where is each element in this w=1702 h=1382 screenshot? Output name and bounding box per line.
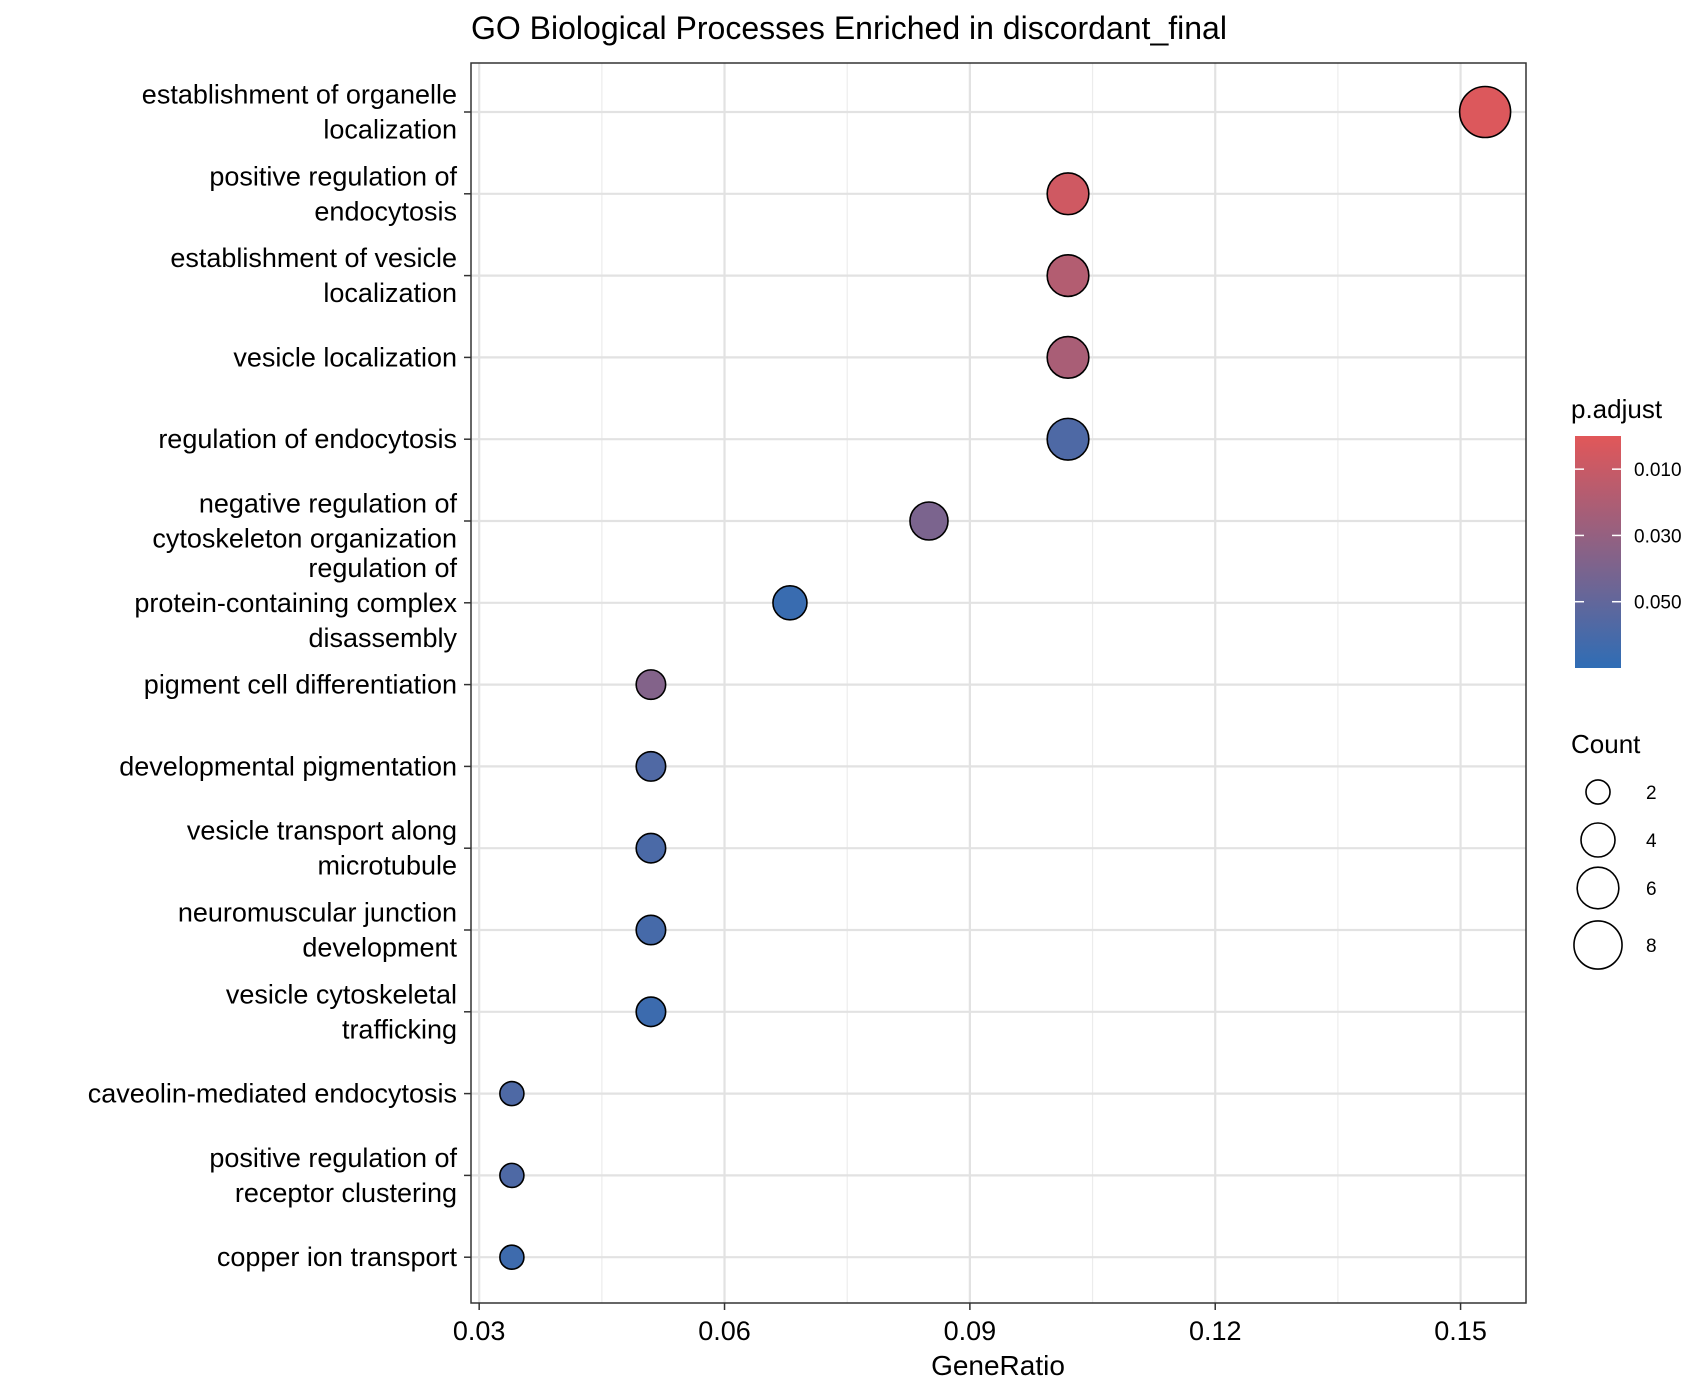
x-tick-label: 0.12 <box>1189 1316 1242 1346</box>
size-legend-key <box>1573 920 1623 970</box>
y-tick-label: cytoskeleton organization <box>152 524 457 554</box>
y-tick-label: vesicle cytoskeletal <box>226 979 457 1009</box>
y-axis: establishment of organelle localization po… <box>88 80 471 1272</box>
major-gridlines <box>471 63 1526 1303</box>
y-tick-label: receptor clustering <box>235 1178 457 1208</box>
y-tick-label: establishment of vesicle <box>170 243 457 273</box>
y-tick-label: vesicle transport along <box>187 816 457 846</box>
plot-panel-border <box>470 62 1527 1304</box>
color-legend-label: 0.030 <box>1634 526 1682 547</box>
data-point <box>1046 253 1090 298</box>
y-tick-label: endocytosis <box>314 196 457 226</box>
data-point <box>499 1244 525 1271</box>
chart-title: GO Biological Processes Enriched in disc… <box>471 10 1227 46</box>
y-tick-label: copper ion transport <box>217 1242 458 1272</box>
data-point <box>635 996 667 1028</box>
x-tick-label: 0.06 <box>698 1316 751 1346</box>
data-point <box>909 501 949 541</box>
data-point <box>1046 335 1090 380</box>
y-tick-label: localization <box>323 278 457 308</box>
y-tick-label: developmental pigmentation <box>119 751 457 781</box>
color-legend-title: p.adjust <box>1571 394 1663 424</box>
y-tick-label: neuromuscular junction <box>178 898 457 928</box>
minor-gridlines <box>601 63 1339 1303</box>
plot-panel <box>471 63 1526 1303</box>
size-legend-label: 8 <box>1646 936 1657 957</box>
y-tick-label: positive regulation of <box>209 1143 457 1173</box>
size-legend-key <box>1576 866 1620 910</box>
x-tick-label: 0.15 <box>1434 1316 1487 1346</box>
y-tick-label: trafficking <box>342 1014 457 1044</box>
color-legend-label: 0.050 <box>1634 593 1682 614</box>
size-legend-key <box>1585 779 1611 805</box>
y-tick-label: regulation of <box>308 553 457 583</box>
data-point <box>635 914 667 946</box>
size-legend-title: Count <box>1571 729 1641 759</box>
data-point <box>1046 172 1090 216</box>
data-point <box>635 669 667 701</box>
data-point <box>635 832 667 864</box>
color-legend-label: 0.010 <box>1634 460 1682 481</box>
y-tick-label: establishment of organelle <box>142 80 457 110</box>
data-point <box>772 584 808 621</box>
data-point <box>635 750 667 782</box>
y-tick-label: pigment cell differentiation <box>144 670 457 700</box>
y-tick-label: disassembly <box>308 623 457 653</box>
y-tick-label: development <box>302 933 457 963</box>
data-point <box>1046 417 1090 461</box>
y-tick-label: negative regulation of <box>199 489 458 519</box>
size-legend-label: 4 <box>1646 831 1657 852</box>
y-tick-label: localization <box>323 115 457 145</box>
size-legend-label: 2 <box>1646 783 1657 804</box>
y-tick-label: caveolin-mediated endocytosis <box>88 1079 457 1109</box>
y-tick-label: protein-containing complex <box>134 588 457 618</box>
y-tick-label: regulation of endocytosis <box>158 424 457 454</box>
x-tick-label: 0.03 <box>453 1316 506 1346</box>
data-point <box>499 1080 525 1107</box>
x-axis-title: GeneRatio <box>931 1350 1065 1381</box>
size-legend: Count 2 4 6 8 <box>1571 729 1657 970</box>
color-legend-bar <box>1575 436 1621 668</box>
size-legend-label: 6 <box>1646 879 1657 900</box>
color-legend: p.adjust 0.010 0.030 0.050 <box>1571 394 1682 668</box>
data-points <box>499 85 1512 1271</box>
size-legend-key <box>1580 822 1616 858</box>
y-tick-label: positive regulation of <box>209 161 457 191</box>
x-axis: 0.03 0.06 0.09 0.12 0.15 <box>453 1303 1487 1346</box>
data-point <box>1458 85 1512 139</box>
data-point <box>499 1162 525 1189</box>
x-tick-label: 0.09 <box>944 1316 997 1346</box>
y-tick-label: microtubule <box>317 851 457 881</box>
y-tick-label: vesicle localization <box>233 342 457 372</box>
